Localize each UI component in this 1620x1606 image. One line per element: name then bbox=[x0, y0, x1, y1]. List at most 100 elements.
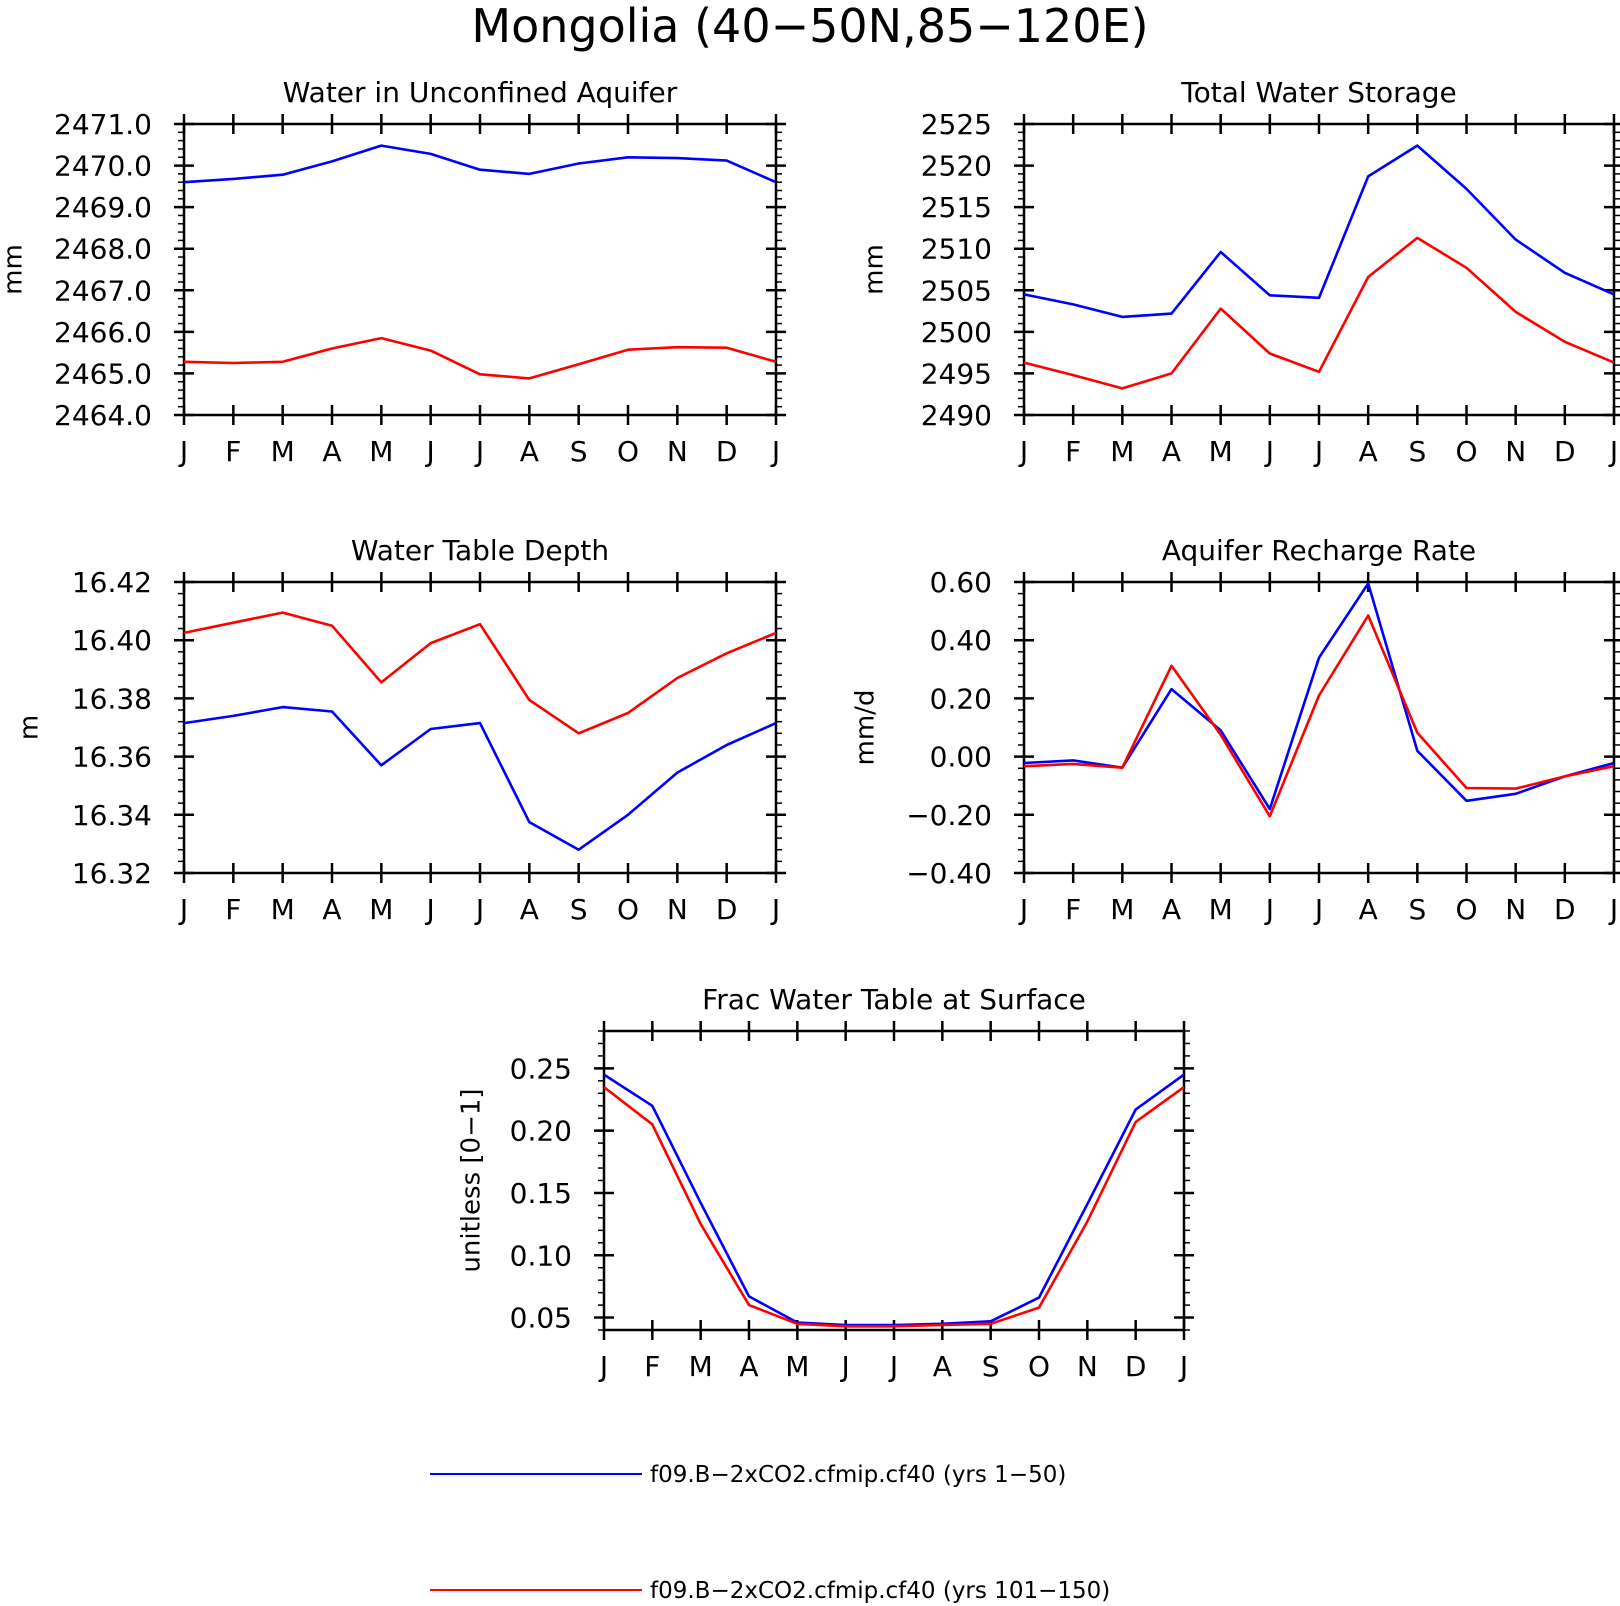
series-line-yrs-1-50 bbox=[1023, 144, 1615, 319]
x-tick-label: F bbox=[644, 1350, 660, 1383]
x-tick-label: A bbox=[322, 435, 341, 468]
x-tick-label: N bbox=[1077, 1350, 1098, 1383]
y-tick-label: 2495 bbox=[921, 357, 992, 390]
y-tick-label: 16.42 bbox=[72, 566, 152, 599]
legend: f09.B−2xCO2.cfmip.cf40 (yrs 1−50) f09.B−… bbox=[430, 1462, 1110, 1604]
series-line-yrs-1-50 bbox=[183, 705, 777, 852]
x-tick-label: N bbox=[667, 893, 688, 926]
y-tick-label: 0.00 bbox=[930, 741, 992, 774]
x-tick-label: J bbox=[1018, 893, 1028, 926]
x-tick-label: F bbox=[1065, 893, 1081, 926]
chart-panel: Frac Water Table at Surface unitless [0−1… bbox=[457, 983, 1194, 1383]
y-tick-label: 16.34 bbox=[72, 799, 152, 832]
y-tick-label: 2469.0 bbox=[54, 191, 152, 224]
series-line-yrs-101-150 bbox=[183, 611, 777, 735]
x-tick-label: J bbox=[770, 893, 780, 926]
y-tick-label: 2525 bbox=[921, 108, 992, 141]
chart-title: Frac Water Table at Surface bbox=[702, 983, 1086, 1016]
x-tick-label: J bbox=[178, 435, 188, 468]
y-tick-label: 16.38 bbox=[72, 682, 152, 715]
x-tick-label: S bbox=[982, 1350, 1000, 1383]
y-tick-label: 2468.0 bbox=[54, 233, 152, 266]
x-tick-label: J bbox=[770, 435, 780, 468]
y-tick-label: 2471.0 bbox=[54, 108, 152, 141]
x-tick-label: M bbox=[1110, 893, 1134, 926]
x-tick-label: A bbox=[739, 1350, 758, 1383]
chart-title: Water Table Depth bbox=[351, 534, 609, 567]
x-tick-label: N bbox=[667, 435, 688, 468]
y-tick-label: 16.40 bbox=[72, 624, 152, 657]
x-tick-label: J bbox=[425, 893, 435, 926]
y-tick-label: 0.60 bbox=[930, 566, 992, 599]
legend-label-1: f09.B−2xCO2.cfmip.cf40 (yrs 1−50) bbox=[650, 1462, 1066, 1488]
x-tick-label: F bbox=[1065, 435, 1081, 468]
x-tick-label: J bbox=[425, 435, 435, 468]
x-tick-label: D bbox=[1554, 435, 1576, 468]
y-tick-label: 0.15 bbox=[510, 1177, 572, 1210]
x-tick-label: M bbox=[689, 1350, 713, 1383]
x-tick-label: J bbox=[1608, 435, 1618, 468]
y-tick-label: 2510 bbox=[921, 233, 992, 266]
x-tick-label: M bbox=[1209, 435, 1233, 468]
x-tick-label: J bbox=[1018, 435, 1028, 468]
x-tick-label: J bbox=[1264, 435, 1274, 468]
x-tick-label: D bbox=[716, 893, 738, 926]
x-tick-label: A bbox=[933, 1350, 952, 1383]
x-tick-label: S bbox=[570, 435, 588, 468]
x-tick-label: F bbox=[225, 435, 241, 468]
x-tick-label: A bbox=[1359, 893, 1378, 926]
x-tick-label: A bbox=[1162, 435, 1181, 468]
x-tick-label: A bbox=[520, 893, 539, 926]
chart-title: Water in Unconfined Aquifer bbox=[283, 76, 678, 109]
y-axis-label: mm bbox=[860, 244, 890, 295]
x-tick-label: O bbox=[1028, 1350, 1050, 1383]
x-tick-label: J bbox=[474, 435, 484, 468]
x-tick-label: J bbox=[1313, 435, 1323, 468]
x-tick-label: M bbox=[1209, 893, 1233, 926]
y-tick-label: 2466.0 bbox=[54, 316, 152, 349]
series-line-yrs-101-150 bbox=[1023, 614, 1615, 818]
x-tick-label: J bbox=[598, 1350, 608, 1383]
x-tick-label: M bbox=[369, 893, 393, 926]
x-tick-label: M bbox=[369, 435, 393, 468]
y-tick-label: 2505 bbox=[921, 274, 992, 307]
x-tick-label: N bbox=[1505, 893, 1526, 926]
y-tick-label: 2465.0 bbox=[54, 357, 152, 390]
y-axis-label: mm/d bbox=[851, 690, 881, 766]
x-tick-label: S bbox=[1408, 435, 1426, 468]
y-tick-label: 16.36 bbox=[72, 741, 152, 774]
plot-frame bbox=[1022, 580, 1616, 875]
x-tick-label: F bbox=[225, 893, 241, 926]
x-tick-label: J bbox=[1178, 1350, 1188, 1383]
x-tick-label: M bbox=[785, 1350, 809, 1383]
y-tick-label: 2515 bbox=[921, 191, 992, 224]
x-tick-label: O bbox=[617, 435, 639, 468]
x-tick-label: N bbox=[1505, 435, 1526, 468]
plot-frame bbox=[602, 1029, 1186, 1332]
y-tick-label: 0.10 bbox=[510, 1239, 572, 1272]
x-tick-label: S bbox=[570, 893, 588, 926]
page-title: Mongolia (40−50N,85−120E) bbox=[471, 0, 1148, 53]
x-tick-label: S bbox=[1408, 893, 1426, 926]
y-tick-label: 2464.0 bbox=[54, 399, 152, 432]
y-tick-label: 0.20 bbox=[510, 1115, 572, 1148]
x-tick-label: D bbox=[1125, 1350, 1147, 1383]
y-tick-label: 2467.0 bbox=[54, 274, 152, 307]
x-tick-label: A bbox=[322, 893, 341, 926]
x-tick-label: A bbox=[1359, 435, 1378, 468]
chart-title: Total Water Storage bbox=[1180, 76, 1457, 109]
series-line-yrs-101-150 bbox=[183, 336, 777, 380]
x-tick-label: D bbox=[1554, 893, 1576, 926]
y-tick-label: 0.25 bbox=[510, 1052, 572, 1085]
y-tick-label: −0.20 bbox=[906, 799, 992, 832]
y-tick-label: 2470.0 bbox=[54, 150, 152, 183]
x-tick-label: J bbox=[888, 1350, 898, 1383]
x-tick-label: J bbox=[178, 893, 188, 926]
series-line-yrs-101-150 bbox=[603, 1086, 1185, 1328]
x-tick-label: A bbox=[520, 435, 539, 468]
y-tick-label: 0.20 bbox=[930, 682, 992, 715]
series-line-yrs-101-150 bbox=[1023, 236, 1615, 390]
x-tick-label: J bbox=[1608, 893, 1618, 926]
